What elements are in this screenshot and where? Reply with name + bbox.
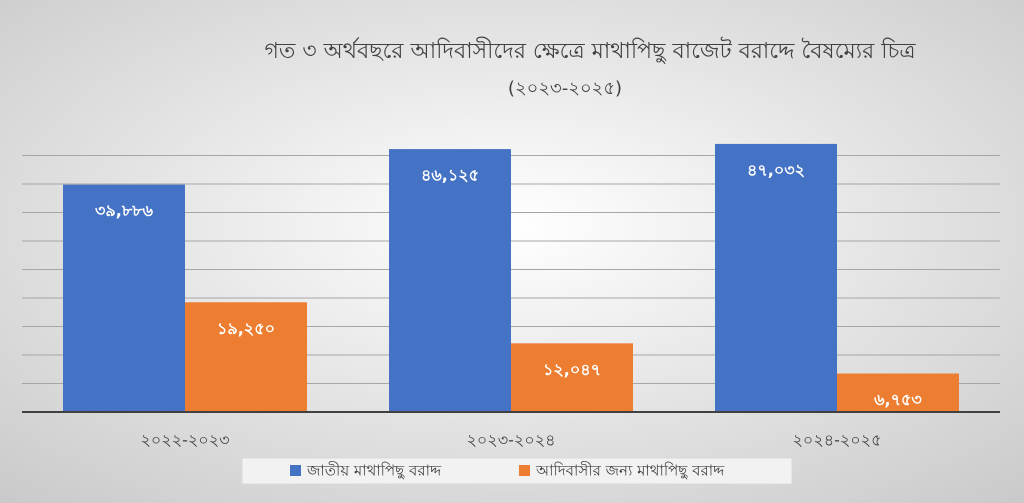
value-label: ৩৯,৮৮৬	[95, 201, 154, 220]
legend-swatch	[519, 465, 530, 476]
chart-title: গত ৩ অর্থবছরে আদিবাসীদের ক্ষেত্রে মাথাপি…	[264, 37, 916, 64]
value-label: ৪৭,০৩২	[747, 160, 805, 179]
legend-label: জাতীয় মাথাপিছু বরাদ্দ	[306, 462, 442, 480]
x-tick-label: ২০২২-২০২৩	[141, 431, 230, 450]
legend-label: আদিবাসীর জন্য মাথাপিছু বরাদ্দ	[535, 462, 725, 480]
bar	[837, 373, 959, 412]
x-tick-label: ২০২৩-২০২৪	[467, 431, 556, 450]
value-label: ১২,০৪৭	[543, 360, 601, 379]
chart-subtitle: (২০২৩-২০২৫)	[508, 78, 622, 99]
legend-box	[241, 457, 793, 485]
bar	[185, 302, 307, 412]
value-label: ১৯,২৫০	[217, 319, 275, 338]
value-label: ৬,৭৫৩	[874, 390, 922, 409]
x-tick-label: ২০২৪-২০২৫	[793, 431, 882, 450]
bar	[511, 343, 633, 412]
bar	[389, 149, 511, 412]
value-label: ৪৬,১২৫	[421, 166, 479, 185]
bar	[715, 143, 837, 412]
bar	[63, 184, 185, 412]
legend-swatch	[290, 465, 301, 476]
